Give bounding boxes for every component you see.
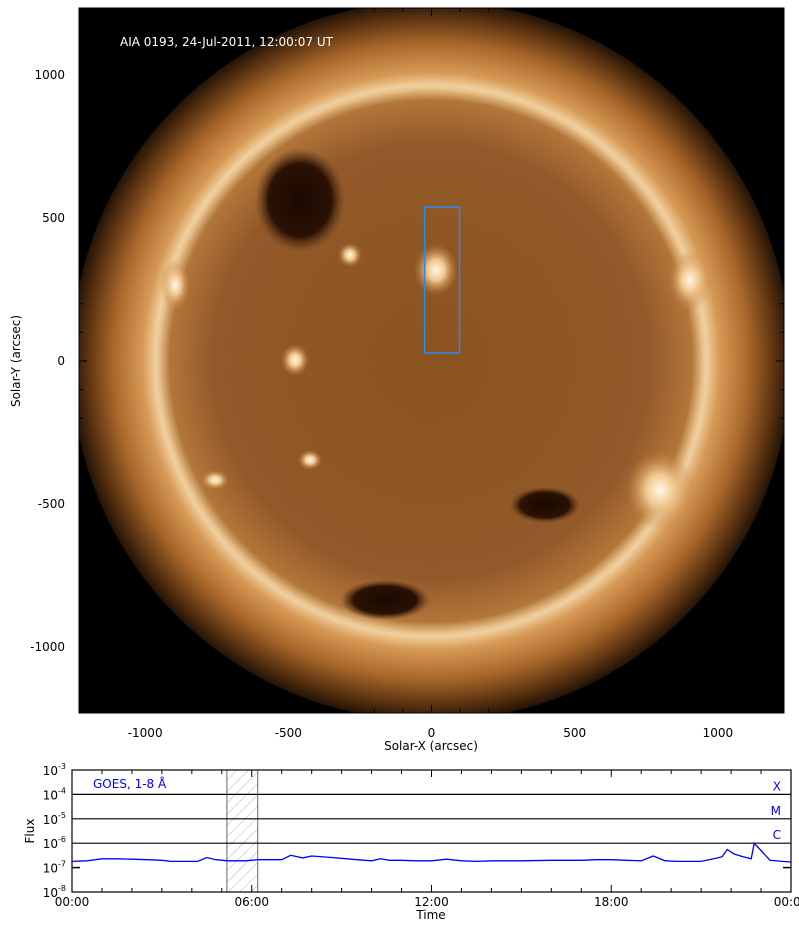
image-y-label: Solar-Y (arcsec): [9, 315, 23, 407]
goes-y-label: Flux: [23, 819, 37, 844]
x-tick-label: -500: [275, 726, 302, 740]
coronal-hole: [255, 148, 345, 252]
image-x-label: Solar-X (arcsec): [384, 739, 478, 753]
class-label-m: M: [771, 804, 781, 818]
active-region: [281, 344, 309, 376]
goes-x-label: Time: [415, 908, 445, 922]
class-label-x: X: [773, 779, 781, 793]
x-tick-label: 00:00: [55, 895, 90, 909]
x-tick-label: 00:00: [774, 895, 799, 909]
time-highlight-band: [226, 769, 259, 893]
coronal-hole: [510, 487, 580, 523]
x-tick-label: 12:00: [414, 895, 449, 909]
active-region: [201, 470, 229, 490]
class-label-c: C: [773, 828, 781, 842]
aia-image-panel: AIA 0193, 24-Jul-2011, 12:00:07 UT -1000…: [9, 7, 785, 753]
solar-disk: [159, 89, 703, 633]
y-tick-label: -1000: [30, 640, 65, 654]
x-tick-label: 500: [563, 726, 586, 740]
active-region: [160, 260, 190, 310]
region-of-interest-box: [423, 206, 461, 354]
y-tick-label: 1000: [34, 68, 65, 82]
active-region: [414, 244, 458, 296]
image-title: AIA 0193, 24-Jul-2011, 12:00:07 UT: [120, 35, 334, 49]
x-tick-label: 18:00: [594, 895, 629, 909]
x-tick-label: 06:00: [234, 895, 269, 909]
goes-panel: XMC 00:00 06:00 12:00 18:00 00:00 10-3 10-4 10-…: [23, 762, 799, 922]
y-tick-label: -500: [38, 497, 65, 511]
y-tick-label: 10-7: [43, 860, 66, 876]
image-axis-ticks: -1000 -500 0 500 1000 1000 500 0 -500 -1000: [30, 8, 784, 740]
goes-legend-label: GOES, 1-8 Å: [93, 776, 167, 791]
coronal-hole: [340, 580, 430, 620]
y-tick-label: 0: [57, 354, 65, 368]
x-tick-label: -1000: [128, 726, 163, 740]
goes-frame: [71, 769, 792, 893]
active-region: [625, 450, 695, 530]
y-tick-label: 10-8: [43, 884, 66, 900]
flare-class-lines: XMC: [72, 779, 791, 844]
goes-axis-ticks: 00:00 06:00 12:00 18:00 00:00 10-3 10-4 10-5 10-…: [43, 762, 799, 909]
active-region: [668, 250, 712, 310]
active-region: [338, 243, 362, 267]
active-region: [298, 450, 322, 470]
x-tick-label: 0: [428, 726, 436, 740]
y-tick-label: 10-4: [43, 786, 66, 802]
x-tick-label: 1000: [703, 726, 734, 740]
y-tick-label: 10-6: [43, 835, 66, 851]
y-tick-label: 10-3: [43, 762, 66, 778]
y-tick-label: 500: [42, 211, 65, 225]
y-tick-label: 10-5: [43, 811, 66, 827]
goes-flux-series: [72, 841, 791, 863]
